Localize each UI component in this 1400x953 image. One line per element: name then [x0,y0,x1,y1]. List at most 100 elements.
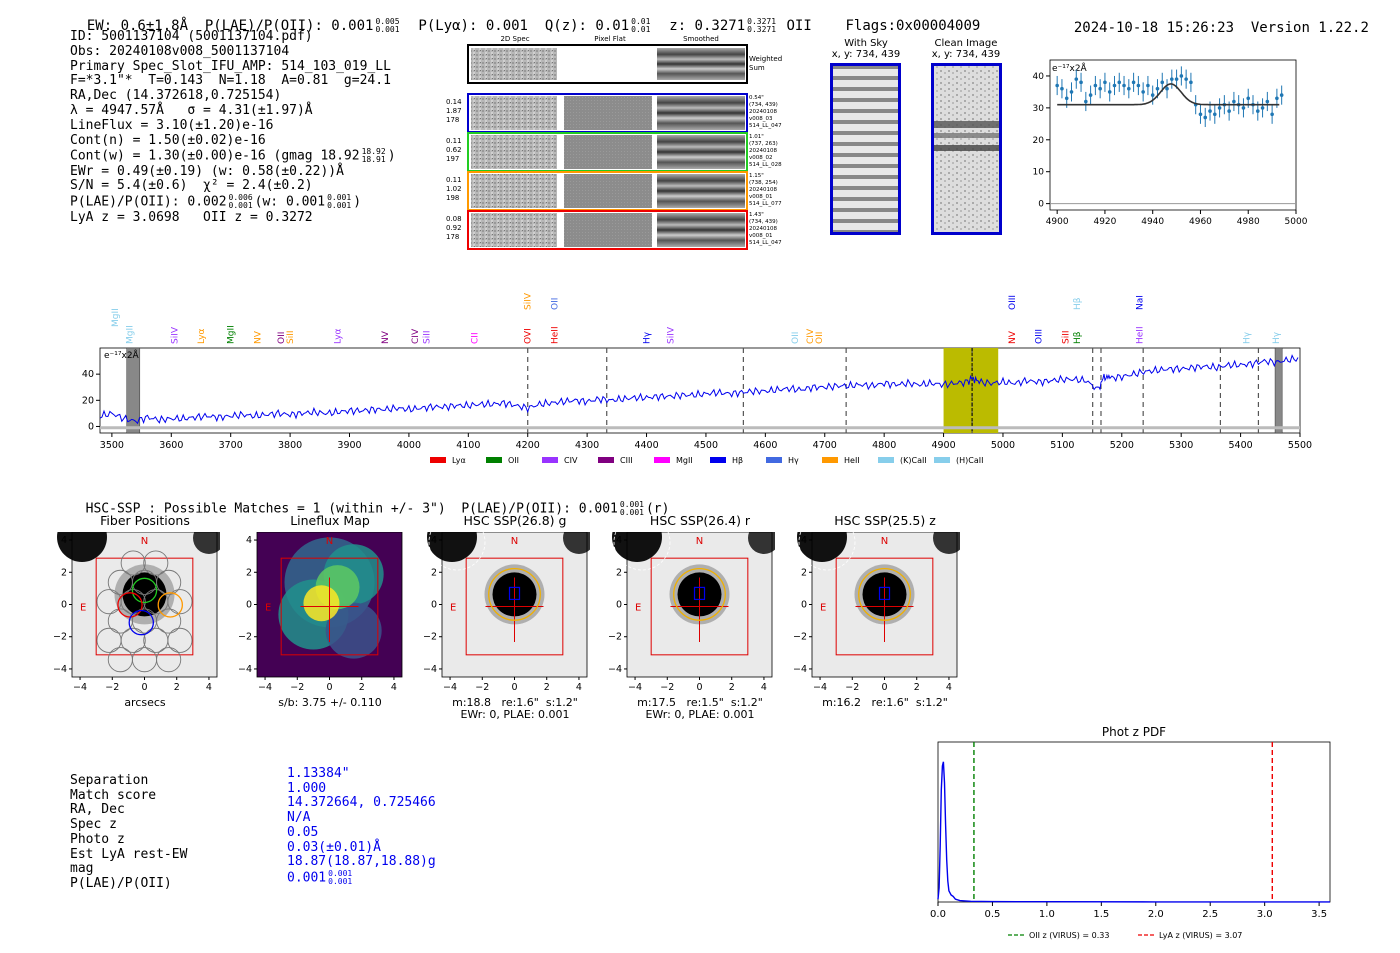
y-tick-label: 0 [616,600,622,611]
match-label: Separation [70,773,149,788]
header-z-line: OII [786,18,812,34]
compass-north: N [511,536,518,547]
masked-region [126,347,141,434]
y-tick-label: 20 [1033,136,1045,146]
emission-label-text: Hγ [643,331,653,344]
header-plae-up: 0.005 [375,17,400,26]
match-value-text: 1.13384" [287,766,350,781]
x-tick-label: 3.0 [1257,909,1273,920]
plae-lo: 0.001 [328,876,353,886]
neighbor-source [57,532,107,562]
spec2d-row-flat [564,174,652,208]
emission-label: Hγ [643,331,653,344]
x-tick-label: 0 [881,682,887,693]
info-lyaz: LyA z = 3.0698 OII z = 0.3272 [70,209,313,225]
compass-east: E [265,603,271,614]
emission-label: OII [550,298,560,310]
spec2d-row-stat: 0.11 [446,176,462,184]
header-version: Version 1.22.2 [1250,20,1369,36]
emission-label: OVI [524,328,534,344]
match-value: 0.03(±0.01)Å [287,839,436,856]
data-point [1141,90,1145,94]
match-value: 0.001 0.001 0.001 [287,869,436,886]
data-point [1055,83,1059,88]
legend-label: Hγ [788,456,799,465]
data-point [1170,77,1174,81]
emission-label: NV [1008,330,1018,344]
fiber-highlight [157,592,184,618]
emission-label-text: SiIV [170,326,180,344]
y-tick-label: −4 [53,664,67,675]
emission-label: NV [253,330,263,344]
spec2d-row-stat: 1.02 [446,185,462,193]
source-ellipse [858,567,911,621]
legend-swatch [710,457,726,463]
x-tick-label: 5000 [991,440,1015,451]
legend-label: (K)CaII [900,456,927,465]
info-line: Primary Spec_Slot_IFU_AMP: 514_103_019_L… [70,58,391,74]
match-value: 1.000 [287,781,436,797]
data-point [1255,109,1260,113]
neighbor-source [563,532,590,554]
legend-label: CIII [620,456,633,465]
spec2d-row-meta: 20240108 [749,187,777,193]
header-ew: EW: 0.6±1.8Å [86,18,189,34]
data-point [1265,99,1270,104]
matches-title: HSC-SSP : Possible Matches = 1 (within +… [70,486,670,517]
x-tick-label: 4940 [1141,217,1164,227]
info-line: F=*3.1"* T=0.143 N=1.18 A=0.81 g=24.1 [70,73,391,89]
emission-label: CIV [411,328,421,344]
x-tick-label: −2 [845,682,859,693]
x-tick-label: 5000 [1285,217,1308,227]
compass-north: N [881,536,888,547]
data-point [1203,115,1208,120]
x-tick-label: 4980 [1237,217,1260,227]
imaging-panel: N E −4 −4 −2 −2 0 0 2 2 4 4 [53,532,220,693]
y-tick-label: 4 [801,535,807,546]
spec2d-row-meta: (738, 254) [749,180,778,186]
data-point [1217,106,1222,110]
spec2d-row-flat [564,96,652,130]
data-point [1098,86,1102,91]
x-tick-label: 3700 [219,440,243,451]
spec2d-row-smoothed [657,213,745,247]
spec2d-row-meta: 1.43" [749,212,764,218]
legend-label: HeII [844,456,860,465]
x-tick-label: 5200 [1110,440,1134,451]
imaging-panel-caption: s/b: 3.75 +/- 0.110 [250,697,410,709]
spec2d-row-meta: (737, 263) [749,141,778,147]
data-point [1122,83,1126,88]
y-tick-label: 30 [1033,104,1045,114]
matches-title-up: 0.001 [619,500,644,509]
spec2d-row-smoothed [657,96,745,130]
data-point [1112,83,1117,88]
plae2-up: 0.006 [228,193,253,203]
header-z: z: 0.3271 [669,18,746,34]
emission-label: SiII [1061,330,1071,344]
header-flags: Flags:0x00004009 [845,18,981,34]
spec2d-row-flat [564,213,652,247]
emission-label: OIII [1035,329,1045,344]
spec2d-col-title: 2D Spec [500,35,529,43]
spec2d-row-stat: 1.87 [446,107,462,115]
y-unit-label: e⁻¹⁷x2Å [1052,62,1088,74]
y-unit-label: e⁻¹⁷x2Å [104,349,140,361]
header-qz: Q(z): 0.01 [544,18,630,34]
data-point [1117,80,1122,85]
spec2d-row-smoothed [657,135,745,169]
y-tick-label: −2 [793,632,807,643]
data-point [1165,86,1169,91]
emission-label: MgII [126,325,136,344]
match-value-text: 0.03(±0.01)Å [287,839,381,855]
aperture-box [650,557,749,656]
emission-label-text: OII [815,332,825,344]
fiber [120,550,146,576]
x-tick-label: −4 [73,682,87,693]
fiber-highlight [131,577,158,604]
x-tick-label: 2 [359,682,365,693]
spec2d-panel: 2D Spec Pixel Flat Smoothed Weighted Sum… [446,35,782,250]
x-tick-label: 4 [761,682,767,693]
spec2d-row-spec [471,213,557,247]
y-tick-label: 2 [246,567,252,578]
aperture-box [835,557,934,656]
